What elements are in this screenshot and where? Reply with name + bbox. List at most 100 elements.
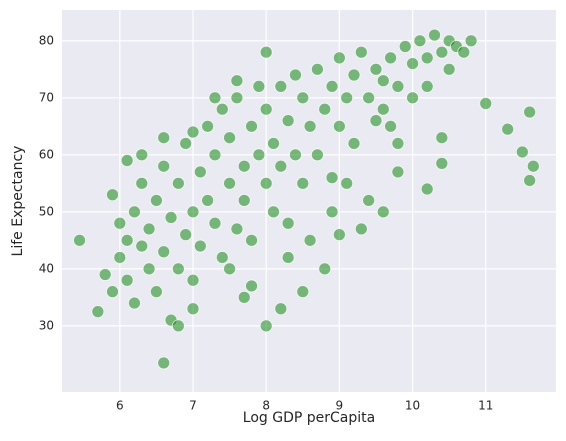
point <box>354 45 368 59</box>
point <box>296 176 310 190</box>
point <box>245 233 258 247</box>
point <box>157 245 171 259</box>
point <box>106 188 119 202</box>
point <box>237 290 251 304</box>
point <box>223 176 236 190</box>
point <box>406 91 419 105</box>
point <box>420 51 434 65</box>
point <box>252 80 266 93</box>
point <box>325 80 339 93</box>
x-tick-label: 8 <box>262 399 270 413</box>
point <box>384 119 398 133</box>
point <box>384 51 398 65</box>
point <box>391 80 405 93</box>
point <box>435 156 449 170</box>
plot-area <box>62 10 556 392</box>
y-tick-label: 30 <box>39 318 54 332</box>
x-tick-label: 6 <box>116 399 124 413</box>
point <box>215 102 229 116</box>
point <box>106 285 119 299</box>
point <box>311 148 324 162</box>
point <box>274 302 288 316</box>
point <box>347 137 361 150</box>
point <box>186 205 200 219</box>
y-axis-label: Life Expectancy <box>10 146 26 257</box>
point <box>259 319 273 333</box>
point <box>193 165 207 179</box>
point <box>171 319 185 333</box>
point <box>150 194 163 207</box>
point <box>128 296 141 310</box>
point <box>171 262 185 276</box>
point <box>303 119 317 133</box>
point <box>193 239 207 253</box>
point <box>120 233 134 247</box>
point <box>501 122 515 136</box>
point <box>120 154 134 167</box>
point <box>311 62 324 76</box>
point <box>267 137 280 150</box>
point <box>135 239 149 253</box>
point <box>274 80 288 93</box>
x-tick-label: 11 <box>478 399 493 413</box>
point <box>208 148 222 162</box>
point <box>186 125 200 139</box>
point <box>186 273 200 287</box>
x-tick-label: 7 <box>189 399 197 413</box>
point <box>208 216 222 230</box>
point <box>252 148 266 162</box>
point <box>289 148 302 162</box>
point <box>135 148 149 162</box>
point <box>406 57 419 70</box>
point <box>435 131 449 145</box>
point <box>245 279 258 293</box>
point <box>142 262 156 276</box>
point <box>179 137 193 150</box>
point <box>120 273 134 287</box>
y-tick-label: 50 <box>39 204 54 218</box>
point <box>142 222 156 236</box>
point <box>135 176 149 190</box>
y-tick-label: 40 <box>39 261 54 275</box>
point <box>223 262 236 276</box>
point <box>171 176 185 190</box>
point <box>340 91 354 105</box>
point <box>435 45 449 59</box>
point <box>259 45 273 59</box>
point <box>91 305 105 319</box>
point <box>398 40 412 53</box>
point <box>332 51 346 65</box>
x-tick-label: 9 <box>336 399 344 413</box>
point <box>526 159 540 173</box>
point <box>259 176 273 190</box>
point <box>332 228 346 242</box>
y-tick-label: 80 <box>39 33 54 47</box>
point <box>245 119 258 133</box>
point <box>515 145 529 159</box>
point <box>259 102 273 116</box>
point <box>150 285 163 299</box>
point <box>237 159 251 173</box>
point <box>523 105 537 119</box>
point <box>281 114 295 128</box>
point <box>391 165 405 179</box>
point <box>391 137 405 150</box>
point <box>274 159 288 173</box>
point <box>296 91 310 105</box>
point <box>164 211 178 224</box>
point <box>332 119 346 133</box>
point <box>281 251 295 264</box>
point <box>428 28 441 42</box>
point <box>376 205 390 219</box>
point <box>479 97 493 110</box>
point <box>369 62 383 76</box>
point <box>201 194 215 207</box>
point <box>457 45 471 59</box>
point <box>98 268 112 281</box>
point <box>340 176 354 190</box>
point <box>347 68 361 82</box>
point <box>208 91 222 105</box>
point <box>376 102 390 116</box>
point <box>73 233 86 247</box>
